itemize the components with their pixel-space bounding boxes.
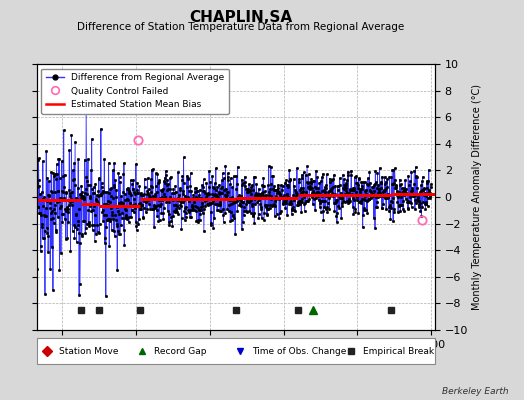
Text: CHAPLIN,SA: CHAPLIN,SA bbox=[190, 10, 292, 25]
Legend: Difference from Regional Average, Quality Control Failed, Estimated Station Mean: Difference from Regional Average, Qualit… bbox=[41, 68, 229, 114]
Text: Station Move: Station Move bbox=[59, 346, 118, 356]
FancyBboxPatch shape bbox=[37, 338, 435, 364]
Y-axis label: Monthly Temperature Anomaly Difference (°C): Monthly Temperature Anomaly Difference (… bbox=[472, 84, 482, 310]
Text: Berkeley Earth: Berkeley Earth bbox=[442, 387, 508, 396]
Text: Difference of Station Temperature Data from Regional Average: Difference of Station Temperature Data f… bbox=[78, 22, 405, 32]
Text: Empirical Break: Empirical Break bbox=[363, 346, 434, 356]
Text: Record Gap: Record Gap bbox=[154, 346, 206, 356]
Text: Time of Obs. Change: Time of Obs. Change bbox=[252, 346, 346, 356]
